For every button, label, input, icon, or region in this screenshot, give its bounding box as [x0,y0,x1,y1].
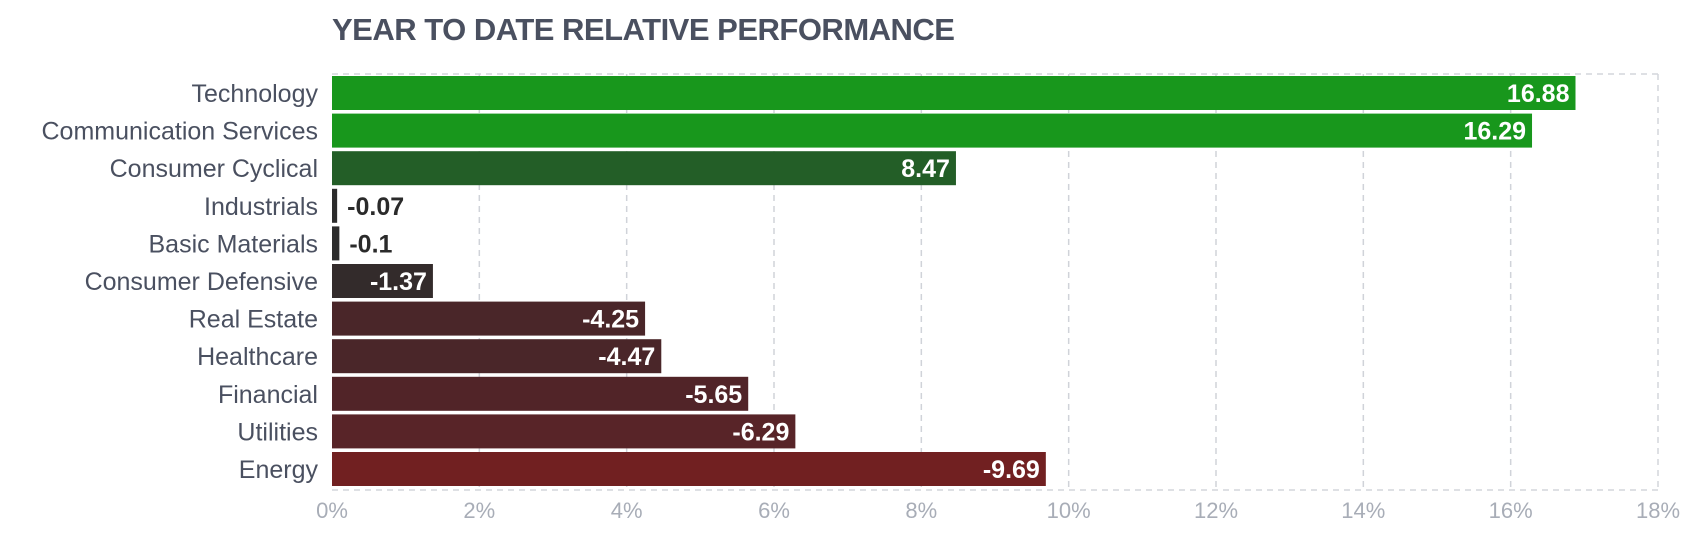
category-label: Technology [192,80,319,108]
category-label: Communication Services [42,118,319,146]
category-label: Basic Materials [149,230,319,258]
x-tick-label: 2% [463,498,495,523]
x-tick-label: 18% [1636,498,1680,523]
category-label: Utilities [237,418,318,446]
x-tick-label: 10% [1047,498,1091,523]
bar [332,452,1046,486]
x-tick-label: 0% [316,498,348,523]
bar [332,301,646,336]
category-label: Consumer Cyclical [110,155,318,183]
bar [332,113,1533,148]
chart-title: YEAR TO DATE RELATIVE PERFORMANCE [332,12,955,47]
x-tick-label: 8% [905,498,937,523]
category-labels: Technology Communication Services Consumer… [42,80,319,484]
data-label: 8.47 [901,155,950,183]
x-tick-label: 14% [1341,498,1385,523]
data-label: -0.1 [349,230,392,258]
bar [332,339,662,374]
category-label: Consumer Defensive [85,268,318,296]
data-label: -4.25 [582,306,639,334]
data-label: -6.29 [732,418,789,446]
category-label: Healthcare [197,343,318,371]
data-label: -5.65 [685,381,742,409]
data-label: -1.37 [370,268,427,296]
x-tick-label: 4% [611,498,643,523]
bar [332,188,338,223]
bar [332,76,1576,110]
bar [332,151,956,186]
x-axis-ticks: 0% 2% 4% 6% 8% 10% 12% 14% 16% 18% [316,498,1680,523]
bar [332,414,796,449]
x-tick-label: 6% [758,498,790,523]
data-label: -9.69 [983,456,1040,484]
data-label: -4.47 [598,343,655,371]
bar [332,376,749,411]
data-label: -0.07 [347,193,404,221]
category-label: Real Estate [189,306,318,334]
bar [332,264,433,298]
data-label: 16.88 [1507,80,1570,108]
data-label: 16.29 [1463,118,1526,146]
x-tick-label: 12% [1194,498,1238,523]
bars: 16.88 16.29 8.47 -0.07 -0.1 -1.37 -4.25 -4.47 -5… [332,76,1576,486]
category-label: Energy [239,456,319,484]
category-label: Industrials [204,193,318,221]
bar [332,226,340,261]
category-label: Financial [218,381,318,409]
x-tick-label: 16% [1489,498,1533,523]
